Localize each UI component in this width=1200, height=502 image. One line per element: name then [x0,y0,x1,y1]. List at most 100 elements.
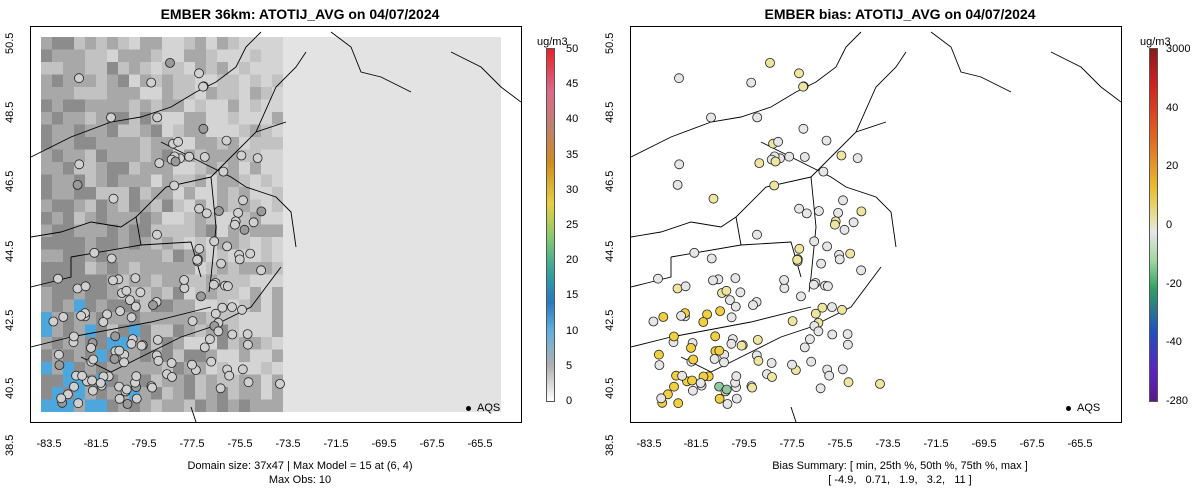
aqs-station-marker [842,339,853,350]
model-grid-cell [107,99,118,112]
model-grid-cell [129,324,140,337]
model-grid-cell [261,37,272,50]
aqs-legend: AQS [466,402,500,414]
aqs-station-marker [109,354,120,364]
model-grid-cell [272,399,283,412]
aqs-station-marker [815,383,826,394]
model-grid-cell [239,162,250,175]
aqs-station-marker [208,279,219,290]
aqs-marker-icon [1066,405,1071,411]
model-grid-cell [217,387,228,400]
aqs-station-marker [121,384,132,395]
aqs-station-marker [736,340,747,351]
colorbar-tick-label: 20 [1166,160,1179,173]
model-grid-cell [140,174,151,187]
x-tick-label: -65.5 [1067,438,1093,450]
model-grid-cell [52,199,63,212]
y-tick-label: 44.5 [604,240,616,262]
model-grid-cell [195,262,206,275]
model-grid-cell [184,237,195,250]
model-grid-cell [261,224,272,237]
aqs-station-marker [242,339,253,350]
model-grid-cell [250,112,261,125]
model-grid-cell [239,249,250,262]
aqs-station-marker [130,273,141,284]
model-grid-cell [184,287,195,300]
aqs-station-marker [88,354,99,365]
model-grid-cell [96,149,107,162]
aqs-station-marker [787,359,797,370]
aqs-station-marker [131,371,142,382]
model-grid-cell [206,387,217,400]
model-grid-cell [228,112,239,125]
x-tick-label: -73.5 [275,438,301,450]
aqs-station-marker [808,279,819,290]
model-grid-cell [140,349,151,362]
model-grid-cell [41,374,52,387]
model-grid-cell [195,274,206,287]
model-grid-cell [228,287,239,300]
model-grid-cell [217,87,228,100]
aqs-station-marker [131,393,142,404]
model-grid-cell [118,162,129,175]
model-grid-cell [107,262,118,275]
aqs-station-marker [73,398,84,409]
model-grid-cell [272,299,283,312]
model-grid-cell [52,212,63,225]
model-grid-cell [250,349,261,362]
model-grid-cell [52,399,63,412]
model-grid-cell [118,124,129,137]
aqs-station-marker [196,291,206,302]
model-grid-cell [261,362,272,375]
aqs-station-marker [198,81,209,92]
y-tick-label: 40.5 [4,377,16,399]
model-grid-cell [151,99,162,112]
model-grid-cell [217,62,228,75]
model-grid-cell [206,112,217,125]
aqs-station-marker [242,329,253,340]
model-grid-cell [272,324,283,337]
model-grid-cell [228,262,239,275]
aqs-station-marker [653,349,664,360]
model-grid-cell [239,174,250,187]
aqs-station-marker [722,399,733,409]
aqs-station-marker [243,377,254,388]
aqs-station-marker [165,58,175,68]
model-grid-cell [184,74,195,87]
aqs-station-marker [848,217,859,228]
model-grid-cell [96,99,107,112]
aqs-station-marker [714,393,725,404]
aqs-station-marker [192,254,203,265]
aqs-station-marker [689,247,700,258]
aqs-station-marker [152,334,163,345]
aqs-station-marker [136,340,147,351]
boundary-line [790,406,797,422]
aqs-station-marker [833,207,844,218]
aqs-station-marker [245,248,256,259]
model-grid-cell [85,124,96,137]
model-grid-cell [195,87,206,100]
aqs-station-marker [686,342,696,353]
model-grid-cell [52,249,63,262]
colorbar-tick-label: 3000 [1166,43,1191,55]
colorbar-tick-label: 25 [566,219,579,231]
x-tick-label: -77.5 [779,438,805,450]
model-grid-cell [228,274,239,287]
model-grid-cell [63,399,74,412]
aqs-station-marker [779,275,790,285]
model-grid-cell [217,337,228,350]
aqs-station-marker [199,152,210,162]
model-grid-cell [140,49,151,62]
model-grid-cell [250,62,261,75]
aqs-station-marker [56,393,67,404]
x-tick-label: -71.5 [323,438,349,450]
aqs-station-marker [708,193,719,204]
model-grid-cell [118,299,129,312]
model-grid-cell [118,149,129,162]
model-grid-cell [85,199,96,212]
model-grid-cell [206,74,217,87]
model-grid-cell [74,112,85,125]
boundary-line [190,406,197,422]
model-grid-cell [261,149,272,162]
model-grid-cell [272,274,283,287]
